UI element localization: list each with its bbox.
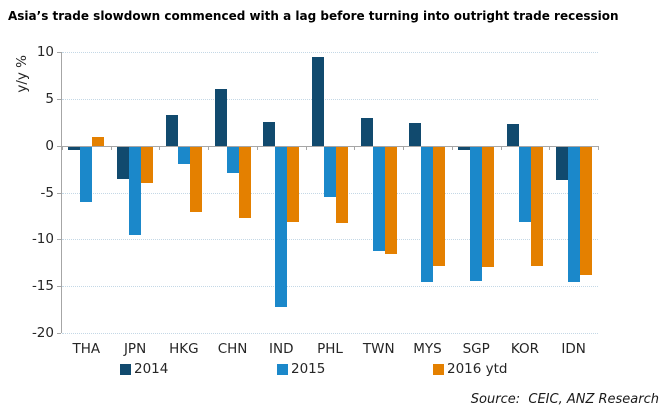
y-axis-tick--5 <box>57 192 61 194</box>
x-axis-tick <box>110 145 112 150</box>
legend-swatch-2014 <box>120 363 131 375</box>
x-axis-tick <box>256 145 258 150</box>
legend-label: 2016 ytd <box>447 361 508 377</box>
bar-2014-IND <box>263 122 276 146</box>
bar-2016-ytd-PHL <box>336 145 348 224</box>
gridline--20 <box>62 333 598 334</box>
x-axis-tick <box>549 145 551 150</box>
x-tick-label-HKG: HKG <box>169 341 199 357</box>
y-axis-tick-5 <box>57 98 61 100</box>
zero-axis-line <box>62 145 598 147</box>
bar-2016-ytd-IND <box>287 145 300 222</box>
bar-2015-KOR <box>518 145 531 223</box>
bar-2014-JPN <box>117 145 130 180</box>
y-tick-label: 10 <box>36 44 54 60</box>
x-tick-label-TWN: TWN <box>362 341 395 357</box>
y-tick-label: 5 <box>45 90 54 107</box>
x-tick-label-CHN: CHN <box>217 341 248 357</box>
bar-2015-PHL <box>324 145 336 198</box>
bar-2014-SGP <box>458 145 471 151</box>
legend-label: 2014 <box>134 361 169 377</box>
x-tick-label-MYS: MYS <box>413 341 442 357</box>
y-axis-tick--15 <box>57 286 61 288</box>
x-axis-tick <box>62 145 63 150</box>
source-text: Source: CEIC, ANZ Research <box>470 392 659 407</box>
y-axis-line <box>61 52 62 333</box>
y-axis-tick-10 <box>57 52 61 53</box>
bar-2016-ytd-THA <box>92 137 105 146</box>
bar-2014-TWN <box>360 117 373 146</box>
bar-2015-TWN <box>372 145 385 251</box>
bar-2014-CHN <box>214 88 227 146</box>
bar-2014-MYS <box>409 123 422 146</box>
bar-2014-PHL <box>312 56 324 146</box>
bar-2016-ytd-TWN <box>384 145 397 255</box>
legend-swatch-2016-ytd <box>433 363 444 375</box>
x-axis-tick <box>500 145 502 150</box>
x-tick-label-IDN: IDN <box>561 341 586 357</box>
bar-2014-KOR <box>506 124 519 146</box>
y-axis-title: y/y % <box>14 55 30 93</box>
bar-2016-ytd-MYS <box>433 145 446 266</box>
bar-2016-ytd-HKG <box>189 145 202 213</box>
legend-item-2014: 2014 <box>120 361 168 377</box>
gridline--10 <box>62 239 598 241</box>
y-axis-tick--10 <box>57 239 61 241</box>
x-tick-label-PHL: PHL <box>317 341 343 357</box>
gridline-5 <box>62 98 598 100</box>
bar-2014-HKG <box>165 114 178 146</box>
legend-item-2015: 2015 <box>277 361 325 377</box>
x-tick-label-KOR: KOR <box>510 341 539 357</box>
x-axis-tick <box>159 145 161 150</box>
x-axis-tick <box>451 145 453 150</box>
x-axis-tick <box>305 145 307 150</box>
bar-2015-SGP <box>470 145 483 281</box>
x-axis-tick <box>403 145 405 150</box>
y-tick-label: -10 <box>31 231 54 248</box>
bar-2016-ytd-JPN <box>141 145 154 184</box>
chart-title: Asia’s trade slowdown commenced with a l… <box>8 9 619 23</box>
bar-2015-CHN <box>226 145 239 173</box>
gridline-10 <box>62 52 598 53</box>
bar-2016-ytd-IDN <box>579 145 592 275</box>
y-tick-label: -15 <box>31 278 54 295</box>
x-axis-tick <box>208 145 210 150</box>
bar-2016-ytd-CHN <box>238 145 251 218</box>
x-tick-label-SGP: SGP <box>462 341 490 357</box>
legend-label: 2015 <box>291 361 326 377</box>
bar-2015-IND <box>275 145 288 307</box>
bar-2014-IDN <box>555 145 568 181</box>
x-tick-label-JPN: JPN <box>123 341 147 357</box>
y-tick-label: -5 <box>40 184 54 201</box>
bar-2014-THA <box>68 145 81 151</box>
bar-2015-HKG <box>177 145 190 165</box>
bar-2016-ytd-SGP <box>482 145 495 268</box>
bar-2015-JPN <box>129 145 142 235</box>
bar-2015-MYS <box>421 145 434 283</box>
x-axis-tick <box>598 145 599 150</box>
bar-2015-THA <box>80 145 93 202</box>
x-axis-tick <box>354 145 356 150</box>
legend-swatch-2015 <box>277 363 288 375</box>
y-axis-tick--20 <box>57 333 61 334</box>
bar-2015-IDN <box>567 145 580 283</box>
y-tick-label: -20 <box>31 325 54 341</box>
gridline--15 <box>62 286 598 288</box>
y-axis-tick-0 <box>57 145 61 147</box>
y-tick-label: 0 <box>45 137 54 154</box>
x-tick-label-IND: IND <box>269 341 294 357</box>
bar-2016-ytd-KOR <box>530 145 543 267</box>
plot-area <box>57 52 599 334</box>
x-tick-label-THA: THA <box>72 341 101 357</box>
legend-item-2016-ytd: 2016 ytd <box>433 361 508 377</box>
